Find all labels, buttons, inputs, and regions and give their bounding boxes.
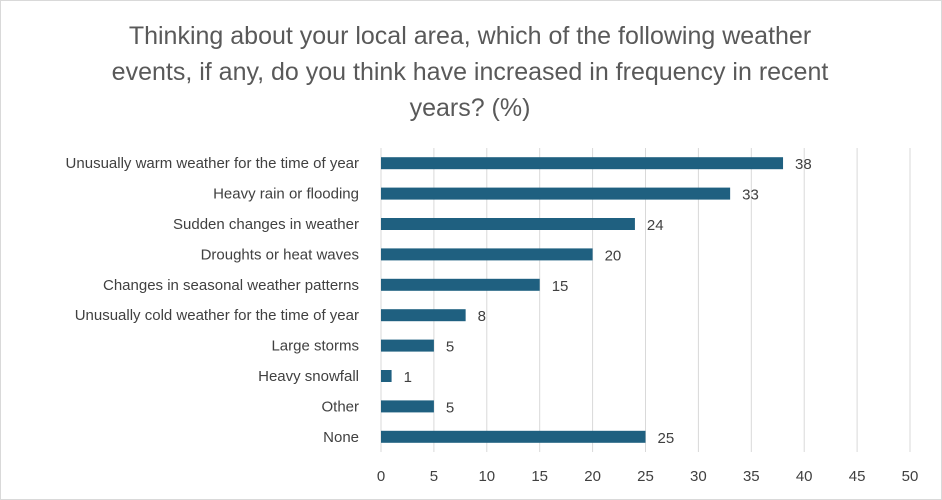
category-label: Unusually cold weather for the time of y… [75,307,359,324]
x-tick-label: 5 [430,468,438,485]
x-tick-label: 10 [478,468,495,485]
bar [381,339,434,352]
x-tick-label: 30 [690,468,707,485]
x-tick-label: 35 [743,468,760,485]
category-labels: Unusually warm weather for the time of y… [66,155,359,446]
data-label: 5 [446,399,454,416]
category-label: Large storms [271,338,359,355]
x-tick-label: 20 [584,468,601,485]
x-tick-label: 0 [377,468,385,485]
x-tick-label: 45 [849,468,866,485]
data-label: 33 [742,187,759,204]
category-label: Other [321,398,359,415]
bar [381,248,593,261]
category-label: Sudden changes in weather [173,216,359,233]
bars [381,157,784,443]
x-tick-label: 40 [796,468,813,485]
x-tick-label: 15 [531,468,548,485]
x-tick-label: 25 [637,468,654,485]
category-label: Heavy rain or flooding [213,186,359,203]
category-label: Changes in seasonal weather patterns [103,277,359,294]
data-label: 38 [795,156,812,173]
category-label: Unusually warm weather for the time of y… [66,155,359,172]
bar [381,370,392,382]
bar [381,430,646,443]
bar [381,218,635,230]
data-label: 20 [605,247,622,264]
bar [381,157,784,170]
data-label: 24 [647,217,664,234]
category-label: None [323,429,359,446]
bar [381,278,540,291]
data-label: 1 [404,369,412,386]
category-label: Droughts or heat waves [201,246,359,263]
bar [381,187,731,200]
data-label: 8 [478,308,486,325]
category-label: Heavy snowfall [258,368,359,385]
chart-title: Thinking about your local area, which of… [111,22,829,122]
data-label: 5 [446,339,454,356]
data-label: 15 [552,278,569,295]
data-label: 25 [658,430,675,447]
x-axis-tick-labels: 0 5 10 15 20 25 30 35 40 45 50 [377,468,919,485]
x-tick-label: 50 [902,468,919,485]
bar [381,309,466,322]
bar [381,400,434,413]
